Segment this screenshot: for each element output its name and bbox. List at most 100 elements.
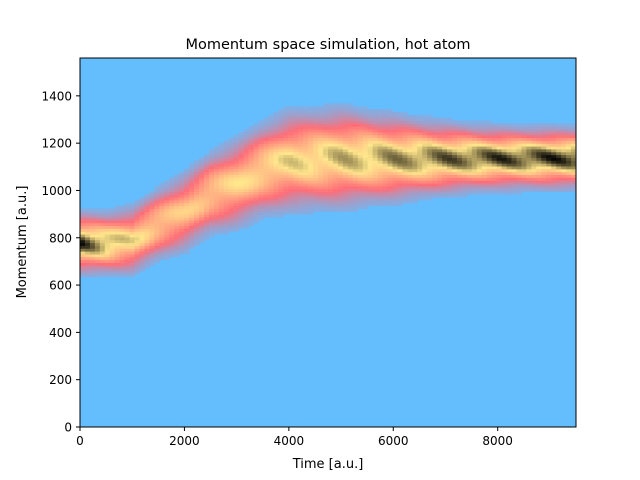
heat-cell xyxy=(412,199,418,204)
heat-cell xyxy=(387,137,394,141)
heat-cell xyxy=(323,111,329,116)
heat-cell xyxy=(481,168,488,173)
heat-cell xyxy=(442,126,448,130)
heat-cell xyxy=(194,165,200,170)
heat-cell xyxy=(511,168,518,173)
heat-cell xyxy=(466,168,473,173)
heat-cell xyxy=(318,109,324,113)
heat-cell xyxy=(184,194,190,198)
heat-cell xyxy=(367,171,374,175)
heat-cell xyxy=(283,148,289,153)
heat-cell xyxy=(476,163,483,167)
heat-cell xyxy=(283,177,289,181)
heat-cell xyxy=(258,180,265,184)
heat-cell xyxy=(144,236,151,241)
heat-cell xyxy=(238,151,245,156)
heat-cell xyxy=(362,194,369,198)
heat-cell xyxy=(427,157,433,161)
heat-cell xyxy=(303,168,309,173)
heat-cell xyxy=(481,123,488,127)
heat-cell xyxy=(114,205,121,210)
heat-cell xyxy=(377,131,384,136)
heat-cell xyxy=(144,205,151,210)
heat-cell xyxy=(189,231,195,235)
heat-cell xyxy=(184,171,190,175)
heat-cell xyxy=(546,163,552,167)
heat-cell xyxy=(466,160,473,164)
heat-cell xyxy=(80,233,86,238)
heat-cell xyxy=(104,228,111,232)
heat-cell xyxy=(218,157,225,161)
heat-cell xyxy=(268,114,275,119)
heat-cell xyxy=(347,140,354,144)
heat-cell xyxy=(332,194,339,198)
heat-cell xyxy=(213,168,220,173)
heat-cell xyxy=(546,182,552,187)
heat-cell xyxy=(342,140,349,144)
heat-cell xyxy=(337,197,344,201)
heat-cell xyxy=(332,123,339,127)
heat-cell xyxy=(288,208,294,212)
heat-cell xyxy=(342,106,349,110)
heat-cell xyxy=(208,168,215,173)
heat-cell xyxy=(253,214,260,218)
heat-cell xyxy=(362,157,369,161)
heat-cell xyxy=(571,134,576,139)
heat-cell xyxy=(189,185,195,190)
heat-cell xyxy=(461,145,468,150)
heat-cell xyxy=(516,148,523,153)
heat-cell xyxy=(124,259,131,263)
heat-cell xyxy=(447,120,453,124)
heat-cell xyxy=(253,185,260,190)
heat-cell xyxy=(471,123,478,127)
heat-cell xyxy=(397,126,403,130)
heat-cell xyxy=(551,177,557,181)
heat-cell xyxy=(347,171,354,175)
heat-cell xyxy=(218,154,225,158)
heat-cell xyxy=(129,231,136,235)
heat-cell xyxy=(119,225,126,229)
heat-cell xyxy=(194,180,200,184)
heat-cell xyxy=(397,131,403,136)
heat-cell xyxy=(258,145,265,150)
heat-cell xyxy=(407,117,413,122)
heat-cell xyxy=(268,140,275,144)
heat-cell xyxy=(392,134,399,139)
heat-cell xyxy=(293,154,299,158)
heat-cell xyxy=(486,131,493,136)
heat-cell xyxy=(223,140,230,144)
heat-cell xyxy=(328,137,334,141)
heat-cell xyxy=(144,242,151,246)
heat-cell xyxy=(551,154,557,158)
heat-cell xyxy=(273,143,279,147)
heat-cell xyxy=(263,117,270,122)
heat-cell xyxy=(556,137,562,141)
heat-cell xyxy=(526,185,532,190)
heat-cell xyxy=(308,151,314,156)
heat-cell xyxy=(248,197,255,201)
heat-cell xyxy=(149,222,155,227)
heat-cell xyxy=(164,180,170,184)
heat-cell xyxy=(303,154,309,158)
heat-cell xyxy=(471,120,478,124)
heat-cell xyxy=(501,137,508,141)
heat-cell xyxy=(124,248,131,252)
heat-cell xyxy=(84,208,91,212)
heat-cell xyxy=(243,151,250,156)
heat-cell xyxy=(238,131,245,136)
heat-cell xyxy=(536,168,542,173)
heat-cell xyxy=(99,219,106,224)
heat-cell xyxy=(189,245,195,249)
heat-cell xyxy=(119,219,126,224)
heat-cell xyxy=(357,185,364,190)
heat-cell xyxy=(342,197,349,201)
heat-cell xyxy=(199,188,205,193)
heat-cell xyxy=(452,151,458,156)
heat-cell xyxy=(377,148,384,153)
heat-cell xyxy=(199,205,205,210)
heat-cell xyxy=(124,219,131,224)
heat-cell xyxy=(471,160,478,164)
heat-cell xyxy=(208,151,215,156)
heat-cell xyxy=(99,211,106,215)
heat-cell xyxy=(298,120,304,124)
